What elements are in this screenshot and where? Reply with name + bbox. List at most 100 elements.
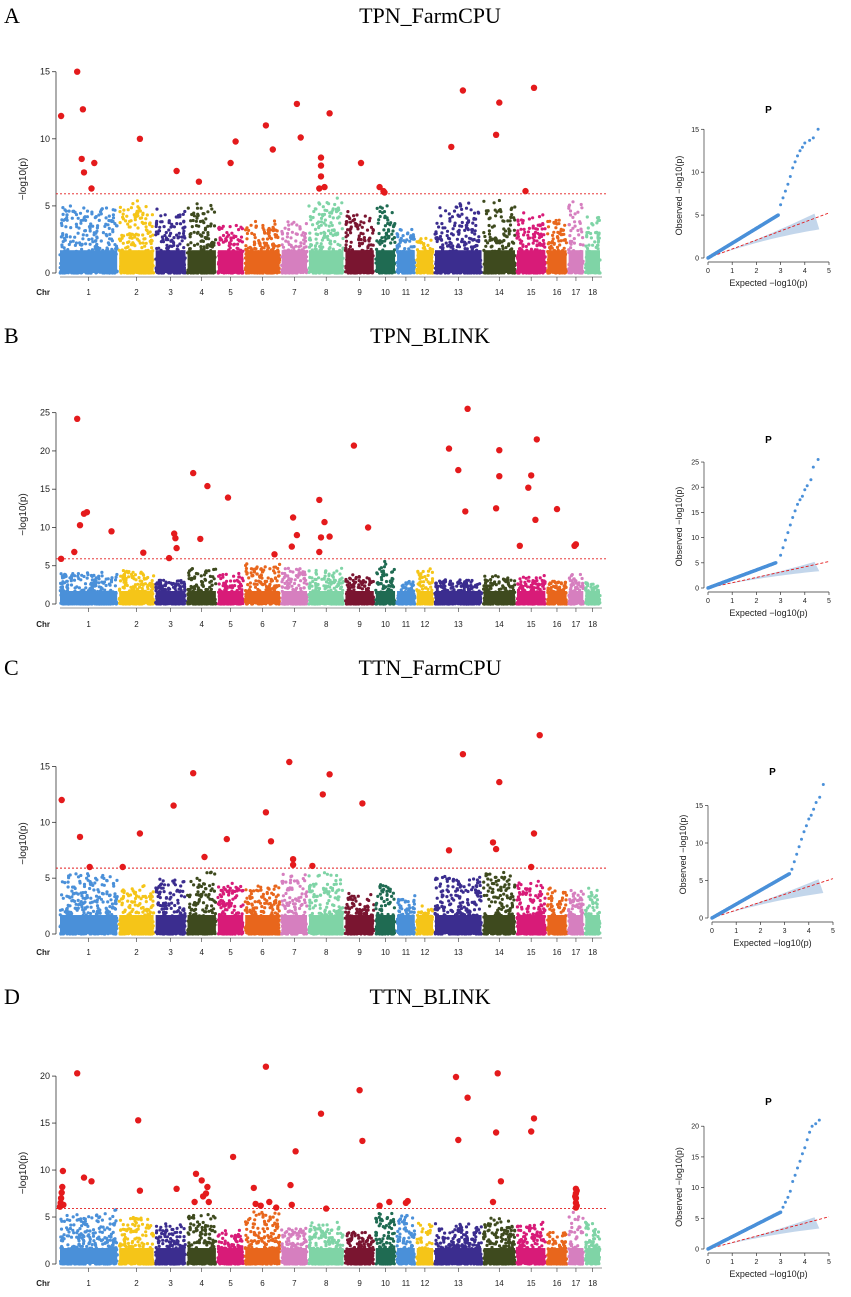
qq-point	[803, 141, 807, 145]
chromosome-band-11	[397, 250, 415, 273]
snp-point	[157, 581, 161, 586]
snp-point	[189, 584, 193, 589]
snp-point	[170, 244, 174, 248]
snp-point	[182, 226, 186, 230]
snp-point	[376, 221, 380, 225]
snp-point	[71, 239, 75, 243]
snp-point	[410, 227, 414, 232]
snp-point	[581, 243, 585, 247]
snp-point	[80, 242, 84, 246]
snp-point	[127, 240, 131, 244]
snp-point	[60, 218, 64, 222]
snp-point	[91, 224, 95, 228]
qq-y-axis-label: Observed −log10(p)	[674, 156, 684, 236]
snp-point	[283, 226, 287, 230]
snp-point	[76, 216, 80, 220]
snp-point	[84, 242, 88, 246]
snp-point	[65, 216, 69, 220]
snp-point	[171, 585, 176, 589]
snp-point	[289, 236, 293, 240]
snp-point	[451, 227, 455, 231]
snp-point	[577, 233, 581, 237]
snp-point	[85, 576, 89, 580]
snp-point	[387, 229, 391, 233]
snp-point	[487, 232, 492, 236]
snp-point	[239, 225, 243, 229]
snp-point	[105, 246, 109, 250]
snp-point	[467, 201, 471, 205]
snp-point	[100, 587, 104, 591]
snp-point	[596, 240, 600, 244]
snp-point	[465, 223, 469, 227]
snp-point	[199, 206, 203, 210]
snp-point	[410, 234, 414, 238]
snp-point	[390, 237, 395, 241]
snp-point	[236, 242, 240, 246]
snp-point	[84, 586, 88, 590]
snp-point	[475, 239, 479, 243]
snp-point	[118, 239, 122, 243]
snp-point	[237, 571, 241, 576]
snp-point	[460, 224, 464, 228]
snp-point	[405, 238, 409, 242]
snp-point	[261, 237, 265, 241]
snp-point	[120, 233, 124, 237]
snp-point	[115, 224, 119, 228]
snp-point	[377, 218, 381, 222]
snp-point	[230, 231, 234, 235]
snp-point	[136, 226, 140, 230]
snp-point	[362, 221, 366, 225]
snp-point	[526, 233, 530, 237]
snp-point	[61, 212, 65, 216]
snp-point	[472, 216, 476, 221]
snp-point	[434, 230, 438, 234]
snp-point	[244, 244, 248, 248]
significant-snp-point	[381, 189, 388, 196]
snp-point	[501, 247, 505, 251]
snp-point	[133, 235, 137, 239]
snp-point	[93, 239, 98, 243]
snp-point	[200, 234, 204, 238]
snp-point	[325, 209, 329, 213]
snp-point	[62, 236, 66, 240]
snp-point	[527, 236, 532, 240]
snp-point	[339, 211, 343, 216]
snp-point	[311, 223, 315, 227]
snp-point	[172, 225, 176, 229]
qq-point	[781, 196, 785, 200]
snp-point	[483, 234, 487, 239]
snp-point	[580, 206, 584, 210]
snp-point	[493, 208, 497, 212]
snp-point	[345, 220, 349, 224]
snp-point	[463, 228, 467, 232]
snp-point	[277, 244, 281, 248]
qq-point	[791, 166, 795, 170]
snp-point	[473, 229, 477, 233]
snp-point	[227, 244, 231, 248]
snp-point	[527, 226, 532, 230]
chromosome-band-9	[345, 250, 374, 273]
snp-point	[320, 238, 324, 242]
snp-point	[303, 236, 307, 240]
snp-point	[318, 245, 323, 249]
snp-point	[195, 216, 199, 220]
snp-point	[88, 226, 92, 231]
qq-point	[816, 127, 820, 131]
significant-snp-point	[74, 68, 81, 75]
snp-point	[328, 246, 332, 250]
snp-point	[371, 231, 375, 235]
snp-point	[201, 231, 205, 235]
snp-point	[163, 213, 167, 217]
snp-point	[579, 227, 583, 231]
snp-point	[71, 572, 75, 576]
snp-point	[578, 221, 582, 225]
snp-point	[97, 218, 101, 222]
snp-point	[304, 245, 308, 249]
snp-point	[313, 227, 318, 231]
snp-point	[509, 215, 513, 219]
snp-point	[109, 578, 114, 582]
snp-point	[136, 209, 140, 213]
snp-point	[126, 222, 130, 226]
snp-point	[141, 233, 145, 237]
snp-point	[175, 222, 179, 226]
